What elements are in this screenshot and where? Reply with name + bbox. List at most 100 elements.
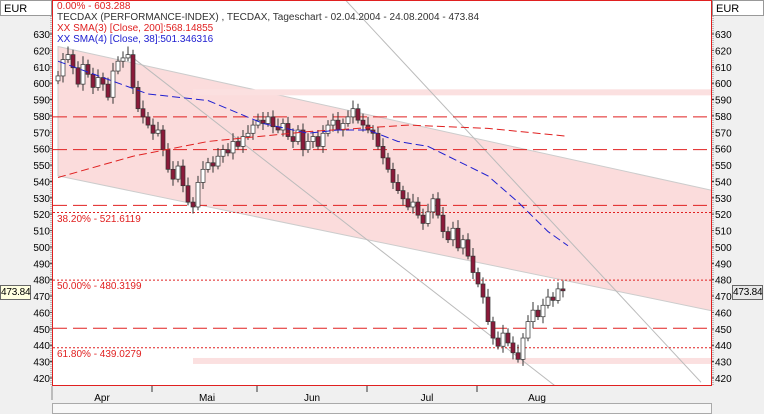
candle	[210, 162, 216, 167]
fib-label: 38.20% - 521.6119	[57, 213, 141, 225]
candle	[340, 123, 346, 131]
y-tick-label-right: 570	[715, 128, 732, 139]
chart-plot-area[interactable]: 0.00% - 603.288 TECDAX (PERFORMANCE-INDE…	[52, 0, 712, 386]
last-price-right: 473.84	[732, 285, 764, 300]
candle	[355, 108, 361, 121]
candle	[150, 124, 156, 134]
candle	[415, 201, 421, 216]
candle	[510, 342, 516, 354]
candle	[170, 168, 176, 180]
candle	[520, 337, 526, 360]
candle	[195, 182, 201, 208]
candle	[455, 227, 461, 249]
candle	[270, 116, 276, 128]
trendline	[345, 1, 702, 383]
candle	[560, 288, 566, 292]
candle	[90, 73, 96, 88]
candle	[55, 75, 61, 82]
candle	[435, 198, 441, 216]
candle	[70, 54, 76, 69]
candle	[155, 129, 161, 134]
candle	[280, 123, 286, 131]
candle	[450, 227, 456, 241]
candle	[420, 214, 426, 224]
legend-sma200: XX SMA(3) [Close, 200]:568.14855	[57, 23, 214, 34]
candle	[550, 296, 556, 301]
legend-sma38: XX SMA(4) [Close, 38]:501.346316	[57, 34, 214, 45]
y-tick-label-left: 480	[33, 276, 50, 287]
candle	[405, 198, 411, 208]
candle	[175, 165, 181, 180]
y-tick-label-left: 500	[33, 243, 50, 254]
y-tick-label-left: 420	[33, 374, 50, 385]
y-tick-label-right: 580	[715, 112, 732, 123]
x-tick-label: Jul	[421, 393, 434, 404]
candle	[335, 119, 341, 131]
y-tick-label-left: 580	[33, 112, 50, 123]
candle	[230, 141, 236, 154]
candle	[410, 201, 416, 208]
candle	[115, 60, 121, 72]
sma200-line	[57, 124, 569, 178]
candle	[470, 255, 476, 273]
y-tick-label-left: 630	[33, 30, 50, 41]
fib-top-label: 0.00% - 603.288	[57, 1, 131, 12]
candle	[445, 231, 451, 241]
candle	[330, 119, 336, 126]
horizontal-scrollbar[interactable]	[52, 403, 712, 414]
y-tick-label-right: 540	[715, 177, 732, 188]
y-tick-label-right: 590	[715, 96, 732, 107]
candle	[385, 157, 391, 170]
candle	[310, 136, 316, 142]
y-tick-label-right: 440	[715, 341, 732, 352]
y-tick-label-right: 430	[715, 358, 732, 369]
candle	[235, 141, 241, 147]
y-tick-label-right: 630	[715, 30, 732, 41]
y-tick-label-right: 550	[715, 161, 732, 172]
y-tick-label-left: 610	[33, 63, 50, 74]
candle	[390, 168, 396, 183]
candle	[295, 129, 301, 142]
y-tick-label-left: 490	[33, 259, 50, 270]
candle	[135, 87, 141, 110]
candle	[440, 214, 446, 232]
chart-title: TECDAX (PERFORMANCE-INDEX) , TECDAX, Tag…	[57, 12, 480, 23]
candle	[225, 149, 231, 154]
candle	[220, 149, 226, 157]
y-tick-label-right: 530	[715, 194, 732, 205]
y-tick-label-right: 520	[715, 210, 732, 221]
candle	[500, 332, 506, 347]
x-tick-label: Mai	[199, 393, 215, 404]
candle	[110, 70, 116, 98]
candle	[205, 162, 211, 170]
y-tick-label-left: 470	[33, 292, 50, 303]
candle	[525, 321, 531, 339]
y-tick-label-right: 450	[715, 325, 732, 336]
y-tick-label-right: 500	[715, 243, 732, 254]
candle	[165, 149, 171, 170]
candle	[140, 108, 146, 118]
candle	[180, 165, 186, 187]
candle	[60, 59, 66, 77]
candle	[200, 168, 206, 183]
y-tick-label-left: 440	[33, 341, 50, 352]
candle	[65, 54, 71, 60]
candle	[430, 198, 436, 213]
candle	[105, 83, 111, 98]
candle	[425, 211, 431, 224]
y-tick-label-right: 420	[715, 374, 732, 385]
candle	[375, 132, 381, 147]
y-tick-label-right: 480	[715, 276, 732, 287]
y-tick-label-right: 620	[715, 46, 732, 57]
candle	[505, 332, 511, 344]
candle	[75, 67, 81, 85]
y-tick-label-left: 520	[33, 210, 50, 221]
price-zone	[193, 89, 711, 96]
x-tick-label: Jun	[304, 393, 320, 404]
candle	[125, 54, 131, 59]
candle	[185, 185, 191, 203]
candle	[320, 132, 326, 147]
candle	[265, 116, 271, 124]
candle	[465, 239, 471, 257]
candle	[380, 146, 386, 159]
